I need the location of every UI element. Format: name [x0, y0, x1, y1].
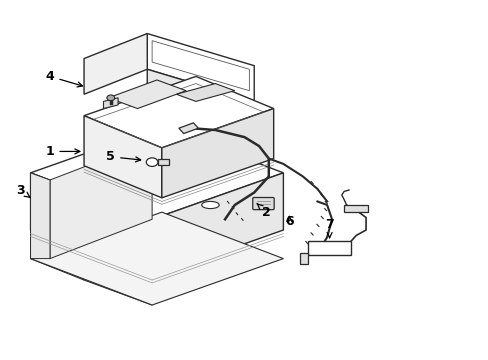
Circle shape: [146, 158, 158, 166]
Polygon shape: [84, 116, 162, 198]
Circle shape: [107, 95, 115, 101]
Polygon shape: [344, 205, 368, 212]
Polygon shape: [147, 69, 254, 137]
Text: 7: 7: [325, 218, 333, 238]
Polygon shape: [162, 109, 273, 198]
Polygon shape: [300, 253, 307, 264]
Polygon shape: [30, 126, 283, 219]
Text: 4: 4: [45, 70, 82, 87]
Polygon shape: [103, 98, 118, 109]
Polygon shape: [30, 173, 50, 258]
Text: 3: 3: [17, 184, 30, 198]
Polygon shape: [30, 173, 152, 251]
Polygon shape: [30, 212, 283, 305]
FancyBboxPatch shape: [252, 198, 274, 210]
Polygon shape: [152, 173, 283, 276]
Bar: [158, 159, 168, 165]
Polygon shape: [179, 123, 198, 134]
Polygon shape: [84, 33, 147, 94]
Polygon shape: [147, 33, 254, 102]
Polygon shape: [84, 251, 152, 305]
Polygon shape: [108, 80, 186, 109]
Text: 1: 1: [45, 145, 80, 158]
Polygon shape: [84, 76, 273, 148]
Text: 6: 6: [285, 215, 293, 228]
Polygon shape: [176, 84, 234, 102]
Polygon shape: [50, 141, 152, 258]
Ellipse shape: [201, 202, 219, 208]
Polygon shape: [30, 230, 84, 280]
Polygon shape: [215, 116, 254, 137]
Polygon shape: [307, 241, 351, 255]
Text: 2: 2: [257, 204, 270, 219]
Polygon shape: [147, 91, 215, 130]
Text: 5: 5: [106, 150, 141, 163]
